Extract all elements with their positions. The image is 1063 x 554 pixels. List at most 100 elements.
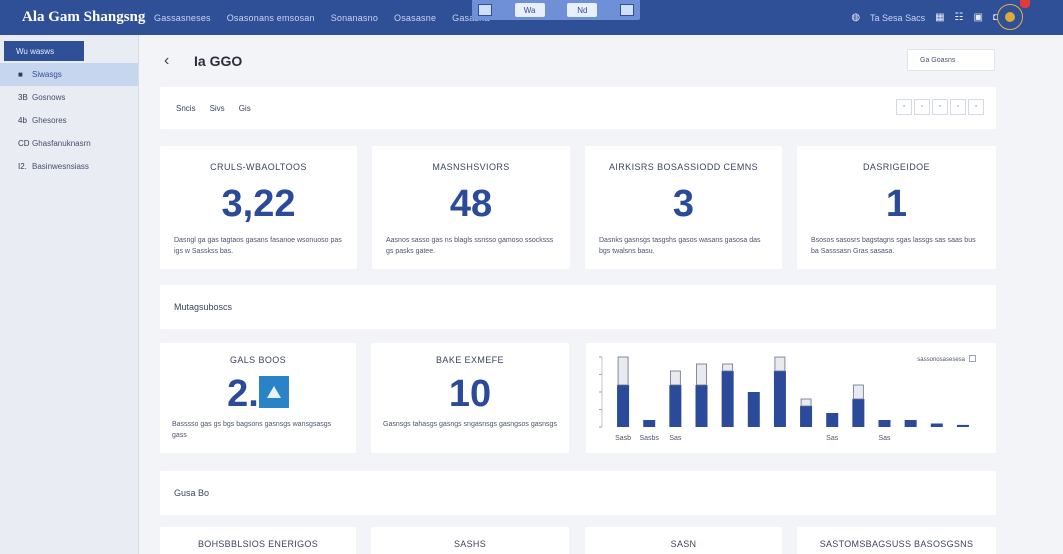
bar-cap — [800, 398, 812, 407]
view-toggle-icon[interactable]: ▫ — [950, 99, 966, 115]
grid-icon[interactable]: ▦ — [935, 12, 945, 23]
stat-value: 3 — [672, 183, 695, 225]
sidebar-item-label: Ghesores — [32, 116, 67, 125]
sidebar-item-icon: 3B — [18, 93, 28, 102]
stat-value: 1 — [885, 183, 908, 225]
app-title: Ala Gam Shangsng — [22, 9, 146, 25]
stat-value: 48 — [449, 183, 493, 225]
settings-icon[interactable]: ☷ — [954, 12, 964, 23]
stat-label: DASRIGEIDOE — [863, 162, 930, 172]
bar — [669, 385, 682, 427]
bar — [852, 399, 865, 427]
mini-stat-card[interactable]: BAKE EXMEFE 10 Gasnsgs tahasgs gasngs sn… — [371, 343, 569, 453]
bottom-card[interactable]: SASHS — [371, 527, 569, 554]
nav-item[interactable]: Gassasneses — [154, 12, 211, 23]
main-content: ‹ Ia GGO Ga Goasns Sncis Sivs Gis ▫ ▫ ▫ … — [140, 35, 1063, 554]
view-pill-2[interactable]: Nd — [567, 3, 598, 17]
bar — [747, 392, 760, 427]
nav-item[interactable]: Osasonans emsosan — [226, 12, 315, 23]
sidebar-item[interactable]: 4b Ghesores — [0, 109, 138, 132]
stat-card[interactable]: AIRKISRS BOSASSIODD CEMNS 3 Dasnks gasns… — [585, 146, 782, 269]
layout-icon — [478, 4, 492, 16]
view-toggle-icon[interactable]: ▫ — [932, 99, 948, 115]
bar — [695, 385, 708, 427]
notification-badge — [1020, 0, 1030, 8]
bar — [956, 424, 969, 427]
stat-label: AIRKISRS BOSASSIODD CEMNS — [608, 162, 759, 172]
mini-stat-card[interactable]: GALS BOOS 2. Basssso gas gs bgs bagsons … — [160, 343, 356, 453]
view-toggle-icon[interactable]: ▫ — [914, 99, 930, 115]
x-tick-label: Sas — [826, 435, 839, 442]
sidebar-item[interactable]: CD Ghasfanuknasrn — [0, 132, 138, 155]
bar — [826, 413, 839, 427]
page-title: Ia GGO — [194, 53, 243, 69]
view-toggle: ▫ ▫ ▫ ▫ ▫ — [896, 99, 984, 115]
view-toggle-icon[interactable]: ▫ — [896, 99, 912, 115]
view-toggle-icon[interactable]: ▫ — [968, 99, 984, 115]
bar — [773, 371, 786, 427]
bar — [721, 371, 734, 427]
mini-stat-description: Basssso gas gs bgs bagsons gasnsgs wansg… — [172, 421, 332, 439]
top-right-text[interactable]: Ta Sesa Sacs — [870, 12, 926, 23]
mini-stat-value: 10 — [448, 373, 492, 415]
stat-description: Dasngl ga gas tagtaos gasans fasanoe wso… — [174, 237, 342, 255]
layout-button[interactable] — [478, 3, 492, 17]
filter-item[interactable]: Gis — [238, 103, 251, 113]
mini-stat-label: BAKE EXMEFE — [436, 355, 504, 365]
stat-description: Bsosos sasosrs bagstagns sgas lassgs sas… — [811, 237, 976, 255]
sidebar-item-label: Gosnows — [32, 93, 66, 102]
x-tick-label: Sas — [669, 435, 682, 442]
top-action-button[interactable]: Ga Goasns — [907, 49, 995, 71]
bar-chart-panel: sassonosasesesa Sasb Sasbs Sas Sas Sas — [586, 343, 996, 453]
globe-icon[interactable]: ◍ — [851, 12, 861, 23]
sidebar-header[interactable]: Wu wasws — [4, 41, 84, 61]
sidebar-item-icon: ■ — [18, 70, 23, 79]
back-chevron-icon[interactable]: ‹ — [164, 52, 170, 69]
bar-cap — [696, 363, 707, 386]
sidebar-item-label: Ghasfanuknasrn — [32, 139, 91, 148]
mini-stat-description: Gasnsgs tahasgs gasngs sngasnsgs gasngso… — [383, 421, 557, 428]
stat-card[interactable]: MASNSHSVIORS 48 Aasnos sasso gas ns blag… — [372, 146, 570, 269]
bar — [904, 420, 917, 427]
sidebar-item-label: Basinwesnsiass — [32, 162, 89, 171]
bar — [800, 406, 813, 427]
filter-item[interactable]: Sivs — [209, 103, 225, 113]
nav-item[interactable]: Gasasna — [452, 12, 490, 23]
sidebar-item[interactable]: 3B Gosnows — [0, 86, 138, 109]
bottom-card-label: BOHSBBLSIOS ENERIGOS — [197, 539, 319, 549]
bottom-card[interactable]: SASN — [585, 527, 782, 554]
window-button[interactable] — [619, 3, 634, 17]
filter-bar: Sncis Sivs Gis ▫ ▫ ▫ ▫ ▫ — [160, 87, 996, 129]
filter-item[interactable]: Sncis — [176, 103, 196, 113]
avatar[interactable] — [997, 4, 1023, 30]
bar — [930, 423, 943, 427]
chart-legend: sassonosasesesa — [917, 355, 976, 363]
sidebar-item-icon: CD — [18, 139, 30, 148]
nav-item[interactable]: Sonanasno — [330, 12, 379, 23]
x-tick-label: Sasbs — [639, 435, 659, 442]
section-header: Mutagsuboscs — [160, 285, 996, 329]
stat-card[interactable]: CRULS-WBAOLTOOS 3,22 Dasngl ga gas tagta… — [160, 146, 357, 269]
sidebar-item-icon: 4b — [18, 116, 27, 125]
image-icon — [258, 376, 289, 408]
bottom-card[interactable]: SASTOMSBAGSUSS BASOSGSNS — [797, 527, 996, 554]
legend-swatch — [969, 355, 976, 362]
mini-stat-value-wrap: 2. — [160, 373, 356, 416]
bottom-card[interactable]: BOHSBBLSIOS ENERIGOS — [160, 527, 356, 554]
view-pill-1[interactable]: Wa — [514, 3, 545, 17]
bar-chart: Sasb Sasbs Sas Sas Sas — [599, 356, 969, 442]
sidebar-item[interactable]: ■ Siwasgs — [0, 63, 138, 86]
bell-icon[interactable]: ◘ — [992, 12, 999, 23]
calendar-icon[interactable]: ▣ — [973, 12, 983, 23]
stat-card[interactable]: DASRIGEIDOE 1 Bsosos sasosrs bagstagns s… — [797, 146, 996, 269]
mini-stat-value: 2. — [227, 373, 259, 415]
stat-label: MASNSHSVIORS — [432, 162, 510, 172]
bar-cap — [722, 363, 734, 372]
stat-description: Dasnks gasnsgs tasgshs gasos wasans gaso… — [599, 237, 761, 255]
bar-cap — [774, 356, 786, 372]
stat-description: Aasnos sasso gas ns blagls ssnsso gamoso… — [386, 237, 554, 255]
nav-item[interactable]: Osasasne — [394, 12, 437, 23]
sidebar-item[interactable]: I2. Basinwesnsiass — [0, 155, 138, 178]
x-tick-label: Sas — [878, 435, 891, 442]
sidebar: Wu wasws ■ Siwasgs 3B Gosnows 4b Ghesore… — [0, 35, 139, 554]
